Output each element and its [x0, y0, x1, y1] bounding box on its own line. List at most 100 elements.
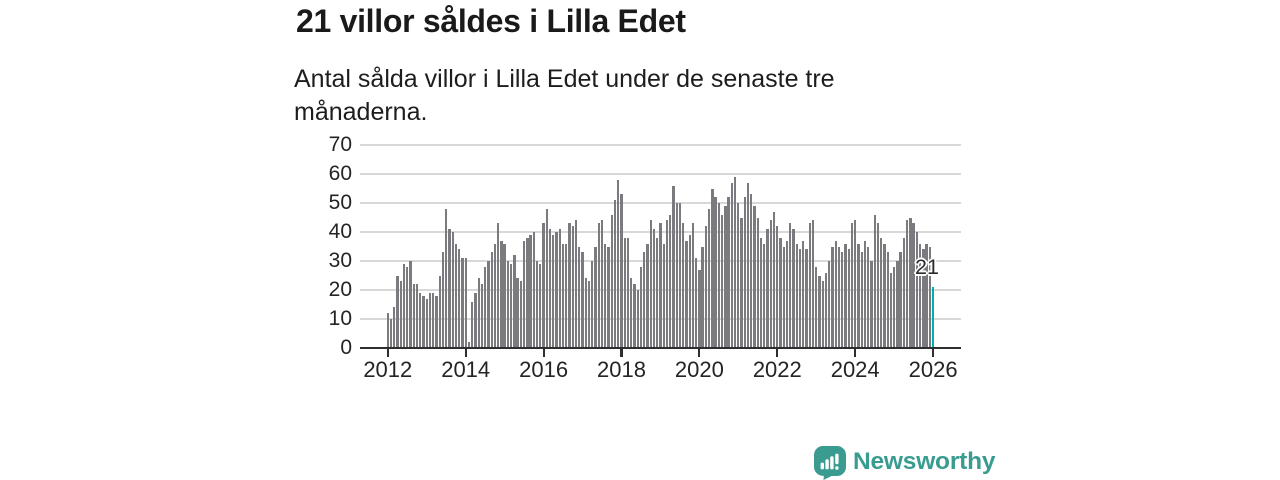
x-tick-label: 2012 [363, 357, 413, 382]
bar [737, 203, 740, 348]
bar [529, 234, 532, 348]
bar [678, 203, 682, 348]
bar [487, 261, 490, 348]
bar [724, 205, 727, 348]
bar [695, 258, 698, 348]
bar [818, 275, 821, 348]
y-tick-label: 30 [328, 249, 352, 272]
bar [928, 246, 931, 348]
bar [665, 220, 669, 348]
bar [428, 292, 432, 348]
bar [834, 240, 837, 348]
bar [545, 208, 548, 348]
bar [552, 234, 555, 348]
y-tick-label: 50 [328, 191, 352, 214]
bar [503, 243, 506, 348]
x-axis-tick [932, 348, 935, 357]
bar [500, 240, 503, 348]
bar [808, 223, 811, 348]
bar [555, 232, 558, 348]
bar [623, 237, 626, 348]
x-tick-label: 2024 [830, 357, 880, 382]
newsworthy-logo-icon [814, 446, 846, 480]
bar [701, 246, 704, 348]
bar [396, 275, 399, 348]
bar [873, 214, 876, 348]
bar [591, 261, 594, 348]
bar [532, 232, 535, 348]
bar [432, 292, 435, 348]
bar [386, 313, 389, 348]
x-tick-label: 2020 [674, 357, 724, 382]
bar [782, 246, 785, 348]
bar [730, 182, 733, 348]
bar [497, 223, 500, 348]
bar [824, 272, 828, 348]
bar [844, 243, 847, 348]
bar [493, 243, 497, 348]
bar [714, 197, 717, 348]
bar [711, 188, 714, 348]
bar [704, 226, 708, 348]
bar [892, 266, 896, 348]
bar [802, 240, 805, 348]
x-tick-label: 2026 [908, 357, 958, 382]
bar [905, 220, 909, 348]
bar [899, 252, 902, 348]
bar [727, 197, 730, 348]
bar [597, 223, 600, 348]
bar [850, 223, 854, 348]
gridline [360, 173, 961, 175]
bar [539, 263, 542, 348]
bar [506, 261, 510, 348]
bar [828, 261, 831, 348]
bar [779, 237, 782, 348]
x-tick-label: 2016 [519, 357, 569, 382]
bar [746, 182, 750, 348]
bar [464, 258, 467, 348]
bar [477, 278, 480, 348]
bar [441, 252, 445, 348]
bar [720, 214, 724, 348]
bar [636, 290, 639, 348]
y-tick-label: 0 [340, 336, 352, 359]
x-axis-tick [464, 348, 467, 357]
bar [451, 232, 454, 348]
x-tick-label: 2022 [752, 357, 802, 382]
bar [630, 278, 633, 348]
bar [393, 307, 396, 348]
bar [406, 266, 409, 348]
bar [526, 237, 529, 348]
bar [620, 194, 623, 348]
bar [909, 217, 912, 348]
bar [769, 220, 772, 348]
bar [471, 301, 474, 348]
bar [805, 249, 808, 348]
bar [685, 240, 688, 348]
bar [458, 249, 461, 348]
bar [837, 246, 841, 348]
bar [581, 252, 584, 348]
bar [607, 246, 610, 348]
bar [600, 220, 604, 348]
bar [438, 275, 441, 348]
bar [419, 292, 422, 348]
bar [740, 217, 743, 348]
bar [886, 252, 889, 348]
bar [389, 319, 393, 348]
bar [490, 252, 493, 348]
bar [448, 229, 451, 348]
bar [516, 278, 519, 348]
bar [578, 246, 581, 348]
x-axis-tick [776, 348, 779, 357]
bar [409, 261, 412, 348]
bar [675, 203, 678, 348]
x-axis-tick [854, 348, 857, 357]
bar [626, 237, 630, 348]
bar [925, 243, 928, 348]
newsworthy-branding: Newsworthy [814, 446, 996, 480]
bar [643, 252, 646, 348]
bar [519, 281, 523, 348]
bar [484, 266, 487, 348]
